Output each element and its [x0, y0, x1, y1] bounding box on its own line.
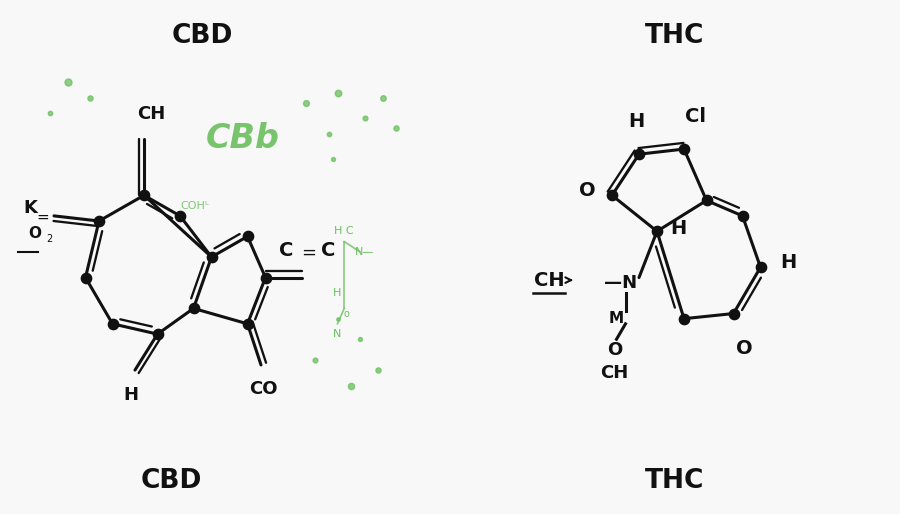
Point: [204, 253, 219, 261]
Point: [326, 155, 340, 163]
Text: =: =: [301, 244, 316, 262]
Text: THC: THC: [645, 468, 705, 493]
Text: O: O: [607, 340, 622, 359]
Point: [137, 191, 151, 199]
Point: [321, 130, 336, 138]
Point: [240, 320, 255, 328]
Point: [357, 114, 372, 122]
Point: [632, 150, 646, 158]
Text: CH: CH: [137, 105, 165, 123]
Point: [726, 309, 741, 318]
Text: o: o: [344, 308, 349, 319]
Text: CBD: CBD: [172, 23, 233, 49]
Point: [735, 212, 750, 220]
Point: [308, 356, 322, 364]
Text: H: H: [670, 219, 687, 238]
Point: [753, 263, 768, 271]
Text: H: H: [123, 386, 138, 403]
Point: [173, 212, 187, 220]
Point: [677, 315, 691, 323]
Text: O: O: [579, 181, 596, 199]
Point: [650, 227, 664, 235]
Text: C: C: [321, 241, 336, 260]
Text: C: C: [279, 241, 292, 260]
Point: [344, 381, 358, 390]
Point: [353, 335, 367, 343]
Text: O: O: [736, 339, 753, 358]
Point: [42, 109, 57, 117]
Point: [605, 191, 619, 199]
Point: [105, 320, 120, 328]
Text: H C: H C: [335, 226, 354, 236]
Point: [699, 196, 714, 205]
Point: [375, 94, 390, 102]
Text: COHᴸ: COHᴸ: [180, 200, 209, 211]
Text: —N: —N: [605, 273, 637, 292]
Text: H: H: [628, 112, 645, 131]
Text: CH: CH: [600, 363, 628, 382]
Text: K: K: [23, 199, 37, 217]
Text: N: N: [333, 329, 342, 339]
Point: [78, 273, 93, 282]
Point: [150, 330, 165, 338]
Point: [186, 304, 201, 313]
Point: [92, 217, 106, 225]
Text: 2: 2: [46, 234, 52, 244]
Point: [258, 273, 273, 282]
Point: [677, 145, 691, 153]
Text: CBb: CBb: [206, 122, 280, 155]
Point: [330, 88, 345, 97]
Point: [371, 366, 385, 374]
Text: CBD: CBD: [140, 468, 202, 493]
Point: [83, 94, 97, 102]
Text: THC: THC: [645, 23, 705, 49]
Text: =: =: [36, 209, 50, 225]
Text: H: H: [333, 288, 342, 298]
Text: O: O: [29, 226, 41, 242]
Point: [60, 78, 75, 86]
Text: N—: N—: [355, 247, 374, 257]
Point: [240, 232, 255, 241]
Text: M: M: [609, 311, 624, 326]
Point: [330, 315, 345, 323]
Point: [299, 99, 313, 107]
Text: CO: CO: [249, 380, 277, 398]
Text: H: H: [781, 253, 797, 271]
Text: Cl: Cl: [685, 107, 706, 126]
Point: [389, 124, 403, 133]
Text: CH: CH: [534, 271, 564, 289]
